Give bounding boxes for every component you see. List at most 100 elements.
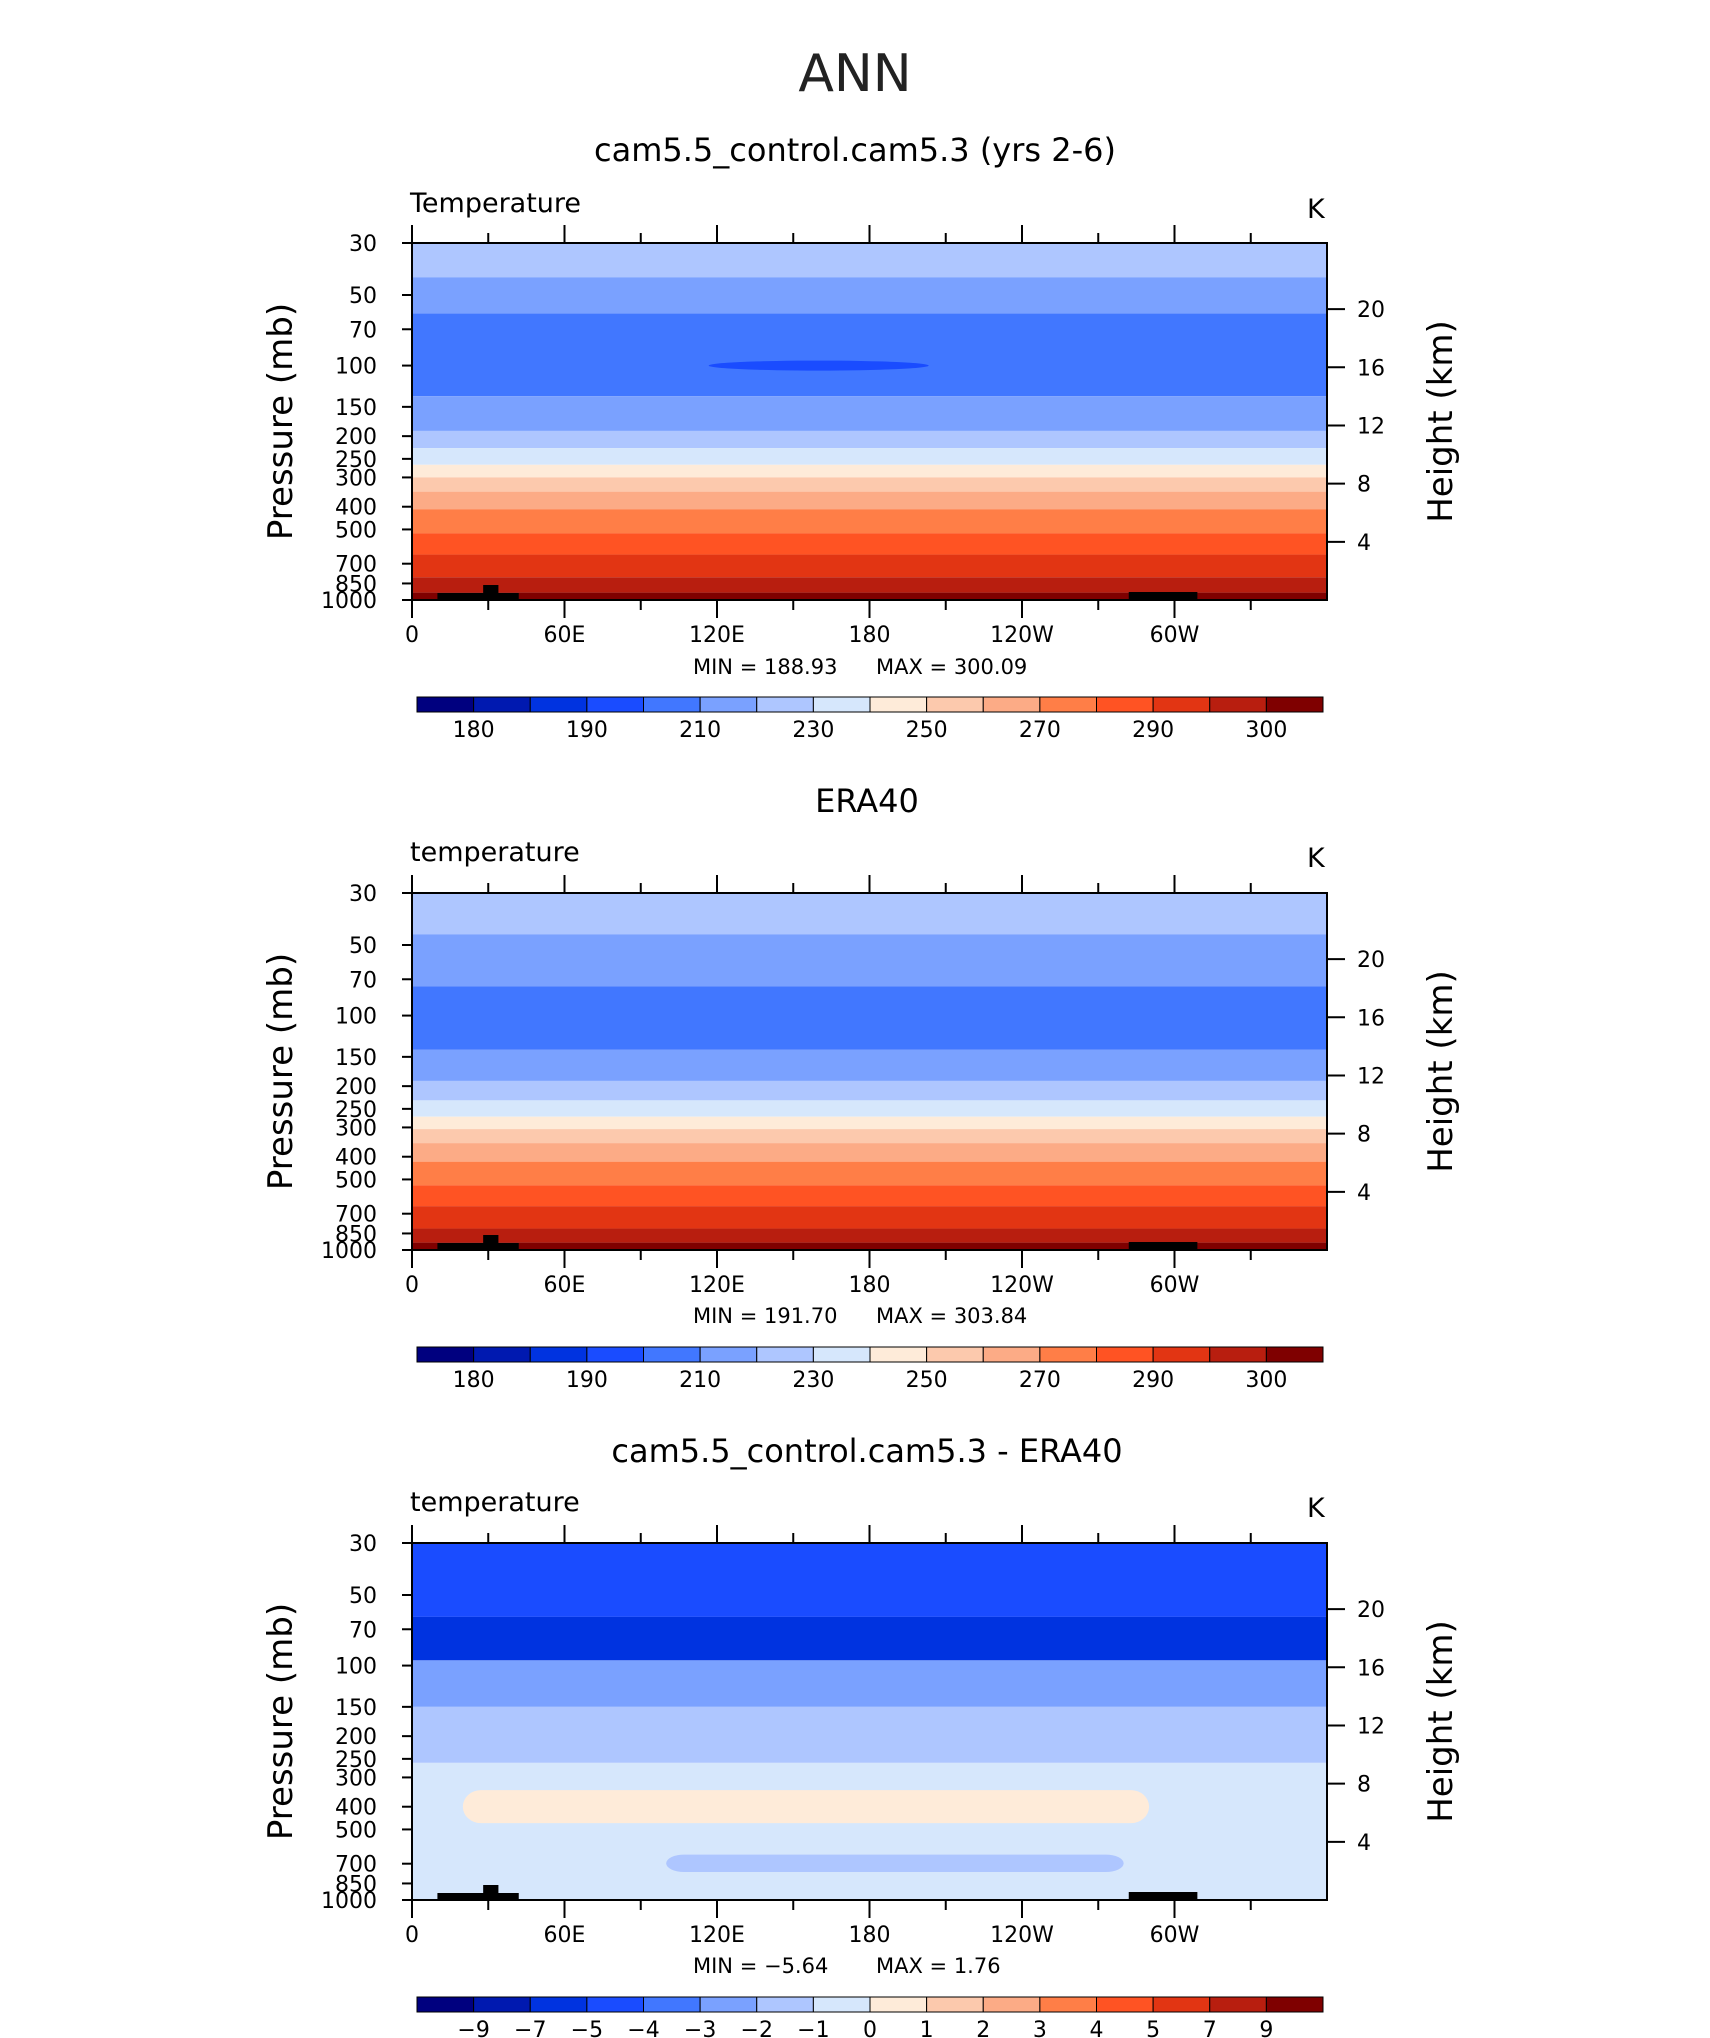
colorbar-swatch xyxy=(1096,1996,1154,2013)
y-tick-label: 200 xyxy=(335,425,377,450)
colorbar-label: 190 xyxy=(566,1368,608,1393)
colorbar-swatch xyxy=(416,1346,475,1363)
min-stat: MIN = 188.93 xyxy=(693,655,837,679)
contour-band xyxy=(412,1143,1327,1162)
contour-band xyxy=(412,464,1327,478)
x-tick-label: 60W xyxy=(1150,1923,1200,1948)
page-title: ANN xyxy=(798,44,911,104)
colorbar-label: 1 xyxy=(920,2018,934,2038)
colorbar: 180 190 210 230 250 270 290 300 xyxy=(416,1346,1324,1393)
y-tick-label: 400 xyxy=(335,496,377,521)
colorbar-swatch xyxy=(473,1996,531,2013)
x-tick-label: 60W xyxy=(1150,623,1200,648)
y-tick-label: 700 xyxy=(335,1853,377,1878)
y-tick-label: 30 xyxy=(349,232,377,257)
colorbar-swatch xyxy=(982,696,1041,713)
topography xyxy=(437,585,1198,600)
colorbar-swatch xyxy=(1096,1346,1154,1363)
panel-observation: ERA40 temperature K 0 60E 120E 180 120W 60W 30… xyxy=(261,782,1461,1393)
y2-tick-label: 20 xyxy=(1357,298,1385,323)
y-tick-label: 30 xyxy=(349,1532,377,1557)
panel-title: ERA40 xyxy=(815,782,919,820)
y2-tick-label: 12 xyxy=(1357,1714,1385,1739)
colorbar-swatch xyxy=(1209,1996,1267,2013)
y-tick-label: 1000 xyxy=(321,589,377,614)
units-label: K xyxy=(1307,843,1326,874)
colorbar-swatch xyxy=(586,1346,644,1363)
y-tick-label: 150 xyxy=(335,1696,377,1721)
colorbar-swatch xyxy=(982,1346,1041,1363)
colorbar: 180 190 210 230 250 270 290 300 xyxy=(416,696,1324,743)
y-tick-label: 50 xyxy=(349,284,377,309)
contour-band xyxy=(412,934,1327,987)
colorbar-swatch xyxy=(926,696,984,713)
variable-label: temperature xyxy=(410,837,580,868)
colorbar: −9 −7 −5 −4 −3 −2 −1 0 1 2 3 4 5 7 9 xyxy=(416,1996,1324,2038)
colorbar-swatch xyxy=(529,1346,588,1363)
y-tick-label: 700 xyxy=(335,1203,377,1228)
contour-band xyxy=(412,1706,1327,1763)
colorbar-label: 4 xyxy=(1090,2018,1104,2038)
min-stat: MIN = −5.64 xyxy=(693,1954,828,1978)
x-tick-label: 0 xyxy=(405,623,419,648)
colorbar-swatch xyxy=(1265,696,1324,713)
y-tick-label: 70 xyxy=(349,968,377,993)
y-tick-label: 700 xyxy=(335,553,377,578)
variable-label: temperature xyxy=(410,1487,580,1518)
variable-label: Temperature xyxy=(409,188,581,219)
y-tick-label: 500 xyxy=(335,1168,377,1193)
y-tick-label: 100 xyxy=(335,1005,377,1030)
min-stat: MIN = 191.70 xyxy=(693,1304,837,1328)
colorbar-swatch xyxy=(1152,696,1211,713)
y-tick-label: 250 xyxy=(335,1748,377,1773)
colorbar-label: 230 xyxy=(792,1368,834,1393)
colorbar-label: 250 xyxy=(906,718,948,743)
colorbar-label: 210 xyxy=(679,1368,721,1393)
x-tick-label: 120E xyxy=(689,1923,745,1948)
max-stat: MAX = 1.76 xyxy=(876,1954,1001,1978)
contour-band xyxy=(412,277,1327,314)
colorbar-label: 3 xyxy=(1033,2018,1047,2038)
colorbar-swatch xyxy=(869,696,928,713)
colorbar-swatch xyxy=(699,696,758,713)
colorbar-swatch xyxy=(416,696,475,713)
panel-title: cam5.5_control.cam5.3 (yrs 2-6) xyxy=(594,131,1116,169)
colorbar-label: −2 xyxy=(741,2018,773,2038)
colorbar-label: 300 xyxy=(1245,718,1287,743)
colorbar-swatch xyxy=(1039,696,1097,713)
max-stat: MAX = 303.84 xyxy=(876,1304,1027,1328)
x-tick-label: 180 xyxy=(849,1923,891,1948)
contour-band xyxy=(412,396,1327,431)
colorbar-label: 5 xyxy=(1146,2018,1160,2038)
colorbar-label: 180 xyxy=(453,1368,495,1393)
contour-band xyxy=(412,1206,1327,1229)
colorbar-swatch xyxy=(869,1996,928,2013)
y-tick-label: 850 xyxy=(335,1872,377,1897)
contour-band xyxy=(412,509,1327,534)
colorbar-label: −3 xyxy=(684,2018,716,2038)
panel-difference: cam5.5_control.cam5.3 - ERA40 temperatur… xyxy=(261,1432,1461,2038)
colorbar-label: −5 xyxy=(571,2018,603,2038)
x-tick-label: 120W xyxy=(990,623,1054,648)
y2-tick-label: 4 xyxy=(1357,1181,1371,1206)
colorbar-swatch xyxy=(586,1996,644,2013)
y-tick-label: 70 xyxy=(349,1618,377,1643)
x-tick-label: 120E xyxy=(689,1273,745,1298)
colorbar-swatch xyxy=(756,1346,814,1363)
x-tick-label: 180 xyxy=(849,1273,891,1298)
colorbar-swatch xyxy=(1039,1346,1097,1363)
y-tick-label: 30 xyxy=(349,882,377,907)
y-tick-label: 300 xyxy=(335,466,377,491)
y-tick-label: 300 xyxy=(335,1116,377,1141)
colorbar-swatch xyxy=(699,1996,758,2013)
colorbar-label: 230 xyxy=(792,718,834,743)
colorbar-label: 0 xyxy=(863,2018,877,2038)
contour-band xyxy=(412,1228,1327,1243)
y-tick-label: 500 xyxy=(335,518,377,543)
contour-band xyxy=(412,1080,1327,1101)
colorbar-swatch xyxy=(812,696,871,713)
contour-band xyxy=(412,243,1327,278)
y-tick-label: 150 xyxy=(335,396,377,421)
colorbar-swatch xyxy=(1265,1346,1324,1363)
